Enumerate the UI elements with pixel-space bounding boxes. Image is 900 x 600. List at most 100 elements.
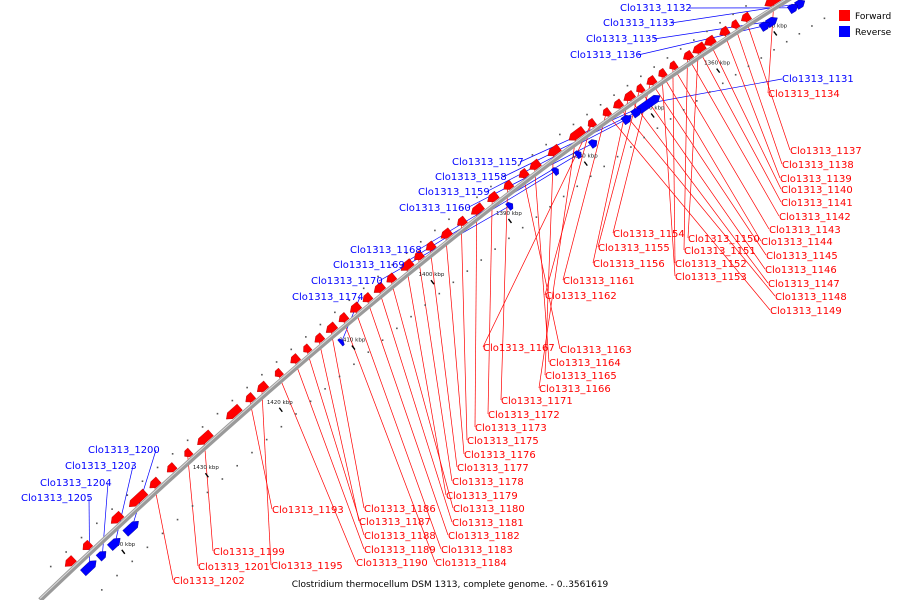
- forward-gene-label[interactable]: Clo1313_1140: [781, 185, 853, 196]
- forward-gene-label[interactable]: Clo1313_1138: [782, 160, 854, 171]
- forward-gene-label[interactable]: Clo1313_1201: [198, 562, 270, 573]
- forward-gene-label[interactable]: Clo1313_1165: [545, 371, 617, 382]
- reverse-gene-label[interactable]: Clo1313_1200: [88, 445, 160, 456]
- forward-gene-arrow: [623, 90, 637, 102]
- forward-gene-label[interactable]: Clo1313_1163: [560, 345, 632, 356]
- forward-gene-label[interactable]: Clo1313_1148: [775, 292, 847, 303]
- reverse-gene-label[interactable]: Clo1313_1174: [292, 292, 364, 303]
- forward-label-connector: [734, 24, 783, 165]
- forward-gene-label[interactable]: Clo1313_1193: [272, 505, 344, 516]
- forward-gene-label[interactable]: Clo1313_1151: [684, 246, 756, 257]
- forward-gene-label[interactable]: Clo1313_1145: [766, 251, 838, 262]
- minor-tick-dot: [334, 311, 336, 314]
- forward-gene-label[interactable]: Clo1313_1144: [761, 237, 833, 248]
- forward-gene-label[interactable]: Clo1313_1186: [364, 504, 436, 515]
- reverse-gene-label[interactable]: Clo1313_1135: [586, 34, 658, 45]
- forward-label-connector: [482, 123, 592, 348]
- forward-gene-label[interactable]: Clo1313_1167: [483, 343, 555, 354]
- minor-tick-dot: [535, 216, 538, 218]
- forward-label-connector: [592, 96, 629, 264]
- minor-tick-dot: [324, 388, 326, 390]
- forward-gene-arrow: [274, 367, 284, 378]
- forward-gene-label[interactable]: Clo1313_1142: [779, 212, 851, 223]
- reverse-gene-label[interactable]: Clo1313_1136: [570, 50, 642, 61]
- reverse-gene-label[interactable]: Clo1313_1205: [21, 493, 93, 504]
- reverse-gene-label[interactable]: Clo1313_1158: [435, 172, 507, 183]
- reverse-gene-label[interactable]: Clo1313_1168: [350, 245, 422, 256]
- forward-gene-label[interactable]: Clo1313_1134: [768, 89, 840, 100]
- minor-tick-dot: [186, 439, 189, 442]
- forward-gene-arrow: [547, 143, 562, 157]
- forward-gene-label[interactable]: Clo1313_1195: [271, 561, 343, 572]
- forward-gene-label[interactable]: Clo1313_1173: [475, 423, 547, 434]
- minor-tick-dot: [161, 532, 164, 535]
- minor-tick-dot: [424, 304, 427, 306]
- forward-gene-label[interactable]: Clo1313_1189: [364, 545, 436, 556]
- forward-label-connector: [342, 318, 436, 563]
- forward-gene-label[interactable]: Clo1313_1187: [359, 517, 431, 528]
- kbp-tick-label: 1390 kbp: [496, 211, 522, 217]
- forward-gene-label[interactable]: Clo1313_1162: [545, 291, 617, 302]
- forward-gene-arrow: [338, 312, 350, 323]
- forward-gene-label[interactable]: Clo1313_1181: [452, 518, 524, 529]
- minor-tick-dot: [490, 185, 492, 188]
- forward-gene-label[interactable]: Clo1313_1177: [457, 463, 529, 474]
- reverse-gene-label[interactable]: Clo1313_1157: [452, 157, 524, 168]
- forward-gene-label[interactable]: Clo1313_1152: [675, 259, 747, 270]
- forward-gene-label[interactable]: Clo1313_1190: [356, 558, 428, 569]
- forward-gene-arrow: [128, 488, 149, 508]
- reverse-gene-label[interactable]: Clo1313_1132: [620, 3, 692, 14]
- forward-gene-label[interactable]: Clo1313_1155: [598, 243, 670, 254]
- forward-gene-label[interactable]: Clo1313_1150: [688, 234, 760, 245]
- forward-gene-label[interactable]: Clo1313_1166: [539, 384, 611, 395]
- forward-gene-label[interactable]: Clo1313_1137: [790, 146, 862, 157]
- reverse-gene-label[interactable]: Clo1313_1204: [40, 478, 112, 489]
- forward-gene-label[interactable]: Clo1313_1143: [769, 225, 841, 236]
- minor-tick-dot: [517, 164, 520, 167]
- kbp-tick-mark: [430, 279, 435, 285]
- forward-gene-label[interactable]: Clo1313_1176: [464, 450, 536, 461]
- reverse-gene-label[interactable]: Clo1313_1160: [399, 203, 471, 214]
- reverse-gene-label[interactable]: Clo1313_1169: [333, 260, 405, 271]
- forward-gene-label[interactable]: Clo1313_1164: [549, 358, 621, 369]
- reverse-gene-label[interactable]: Clo1313_1159: [418, 187, 490, 198]
- forward-gene-label[interactable]: Clo1313_1184: [435, 558, 507, 569]
- forward-gene-label[interactable]: Clo1313_1147: [768, 279, 840, 290]
- minor-tick-dot: [280, 425, 283, 428]
- reverse-gene-label[interactable]: Clo1313_1131: [782, 74, 854, 85]
- forward-gene-label[interactable]: Clo1313_1139: [780, 174, 852, 185]
- forward-gene-label[interactable]: Clo1313_1202: [173, 576, 245, 587]
- forward-gene-arrow: [414, 249, 425, 261]
- minor-tick-dot: [448, 218, 450, 221]
- forward-gene-label[interactable]: Clo1313_1171: [501, 396, 573, 407]
- forward-label-connector: [605, 112, 771, 311]
- reverse-gene-label[interactable]: Clo1313_1133: [603, 18, 675, 29]
- forward-gene-label[interactable]: Clo1313_1179: [446, 491, 518, 502]
- forward-gene-label[interactable]: Clo1313_1161: [563, 276, 635, 287]
- minor-tick-dot: [438, 292, 441, 295]
- forward-gene-label[interactable]: Clo1313_1141: [781, 198, 853, 209]
- forward-gene-label[interactable]: Clo1313_1178: [452, 477, 524, 488]
- forward-gene-label[interactable]: Clo1313_1180: [453, 504, 525, 515]
- forward-gene-label[interactable]: Clo1313_1199: [213, 547, 285, 558]
- reverse-gene-label[interactable]: Clo1313_1170: [311, 276, 383, 287]
- forward-gene-label[interactable]: Clo1313_1154: [613, 229, 685, 240]
- reverse-gene-arrow: [786, 3, 799, 15]
- minor-tick-dot: [798, 32, 801, 35]
- kbp-ticks: 1350 kbp 1360 kbp 1370 kbp 1380 kbp 1390 kbp…: [109, 23, 788, 555]
- forward-gene-arrow: [290, 353, 302, 364]
- reverse-gene-label[interactable]: Clo1313_1203: [65, 461, 137, 472]
- forward-label-connector: [709, 41, 782, 190]
- forward-gene-label[interactable]: Clo1313_1182: [448, 531, 520, 542]
- forward-gene-label[interactable]: Clo1313_1183: [441, 545, 513, 556]
- forward-gene-label[interactable]: Clo1313_1175: [467, 436, 539, 447]
- forward-gene-label[interactable]: Clo1313_1156: [593, 259, 665, 270]
- forward-gene-label[interactable]: Clo1313_1153: [675, 272, 747, 283]
- forward-gene-label[interactable]: Clo1313_1149: [770, 306, 842, 317]
- minor-tick-dot: [706, 30, 708, 33]
- forward-gene-label[interactable]: Clo1313_1172: [488, 410, 560, 421]
- forward-gene-label[interactable]: Clo1313_1188: [364, 531, 436, 542]
- forward-gene-label[interactable]: Clo1313_1146: [765, 265, 837, 276]
- minor-tick-dot: [201, 426, 204, 428]
